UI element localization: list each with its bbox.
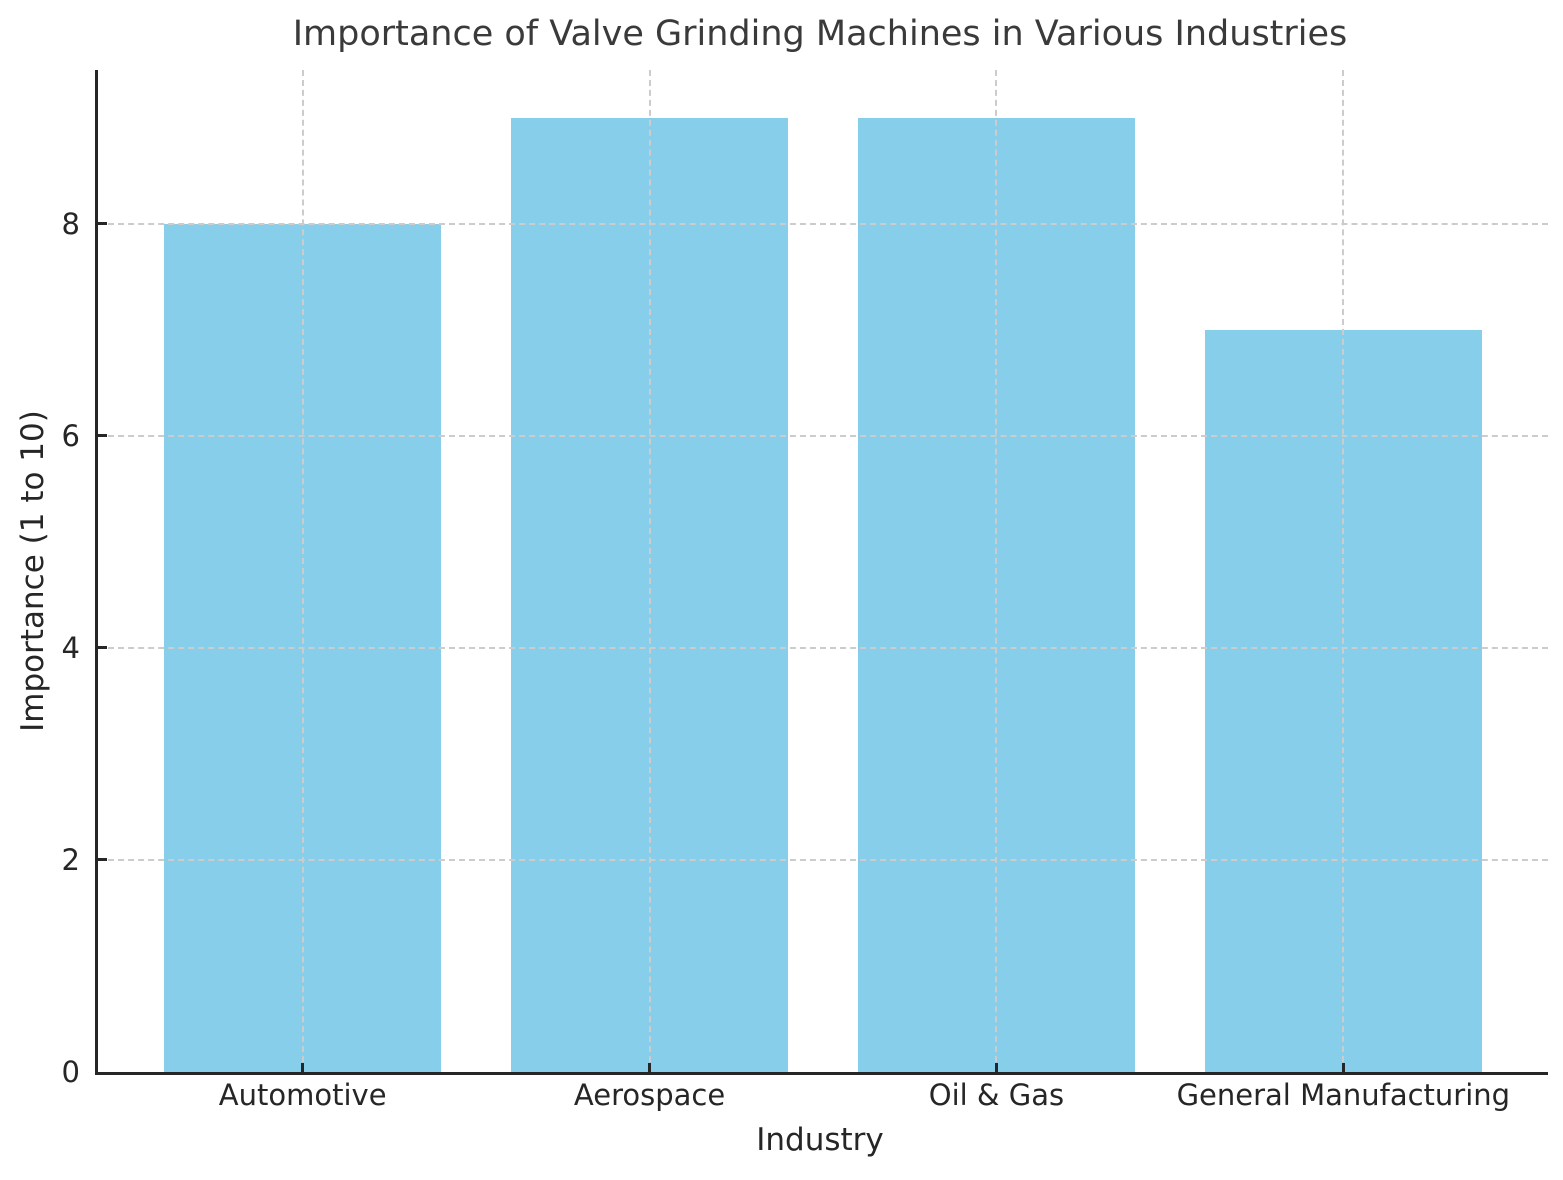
y-tick-label-0: 0 xyxy=(61,1055,80,1089)
y-gridline-6 xyxy=(98,434,1548,437)
y-tick-label-2: 2 xyxy=(61,842,80,877)
x-gridline-oil-gas xyxy=(995,70,998,1072)
x-axis-label: Industry xyxy=(756,1122,884,1158)
y-tick-8 xyxy=(98,222,107,226)
plot-area: 0 2 4 6 8 Automotive Aerospace Oil & Gas General… xyxy=(62,70,1548,1110)
y-tick-2 xyxy=(98,858,107,862)
x-gridline-general-manufacturing xyxy=(1342,70,1345,1072)
y-gridline-2 xyxy=(98,858,1548,861)
y-gridline-8 xyxy=(98,222,1548,225)
chart-title: Importance of Valve Grinding Machines in… xyxy=(292,14,1348,54)
x-tick-oil-gas xyxy=(994,1063,998,1072)
x-gridline-automotive xyxy=(301,70,304,1072)
y-tick-label-4: 4 xyxy=(61,630,80,665)
x-tick-aerospace xyxy=(648,1063,652,1072)
x-tick-label-aerospace: Aerospace xyxy=(573,1078,726,1112)
y-axis-label: Importance (1 to 10) xyxy=(15,410,51,732)
x-tick-label-general-manufacturing: General Manufacturing xyxy=(1176,1078,1511,1112)
x-tick-label-automotive: Automotive xyxy=(218,1078,387,1112)
x-tick-general-manufacturing xyxy=(1341,1063,1345,1072)
y-tick-label-6: 6 xyxy=(61,418,80,453)
x-gridline-aerospace xyxy=(648,70,651,1072)
y-tick-4 xyxy=(98,646,107,650)
y-gridline-4 xyxy=(98,646,1548,649)
y-tick-label-8: 8 xyxy=(61,206,80,241)
x-tick-automotive xyxy=(301,1063,305,1072)
y-tick-6 xyxy=(98,434,107,438)
x-tick-label-oil-gas: Oil & Gas xyxy=(928,1078,1065,1112)
